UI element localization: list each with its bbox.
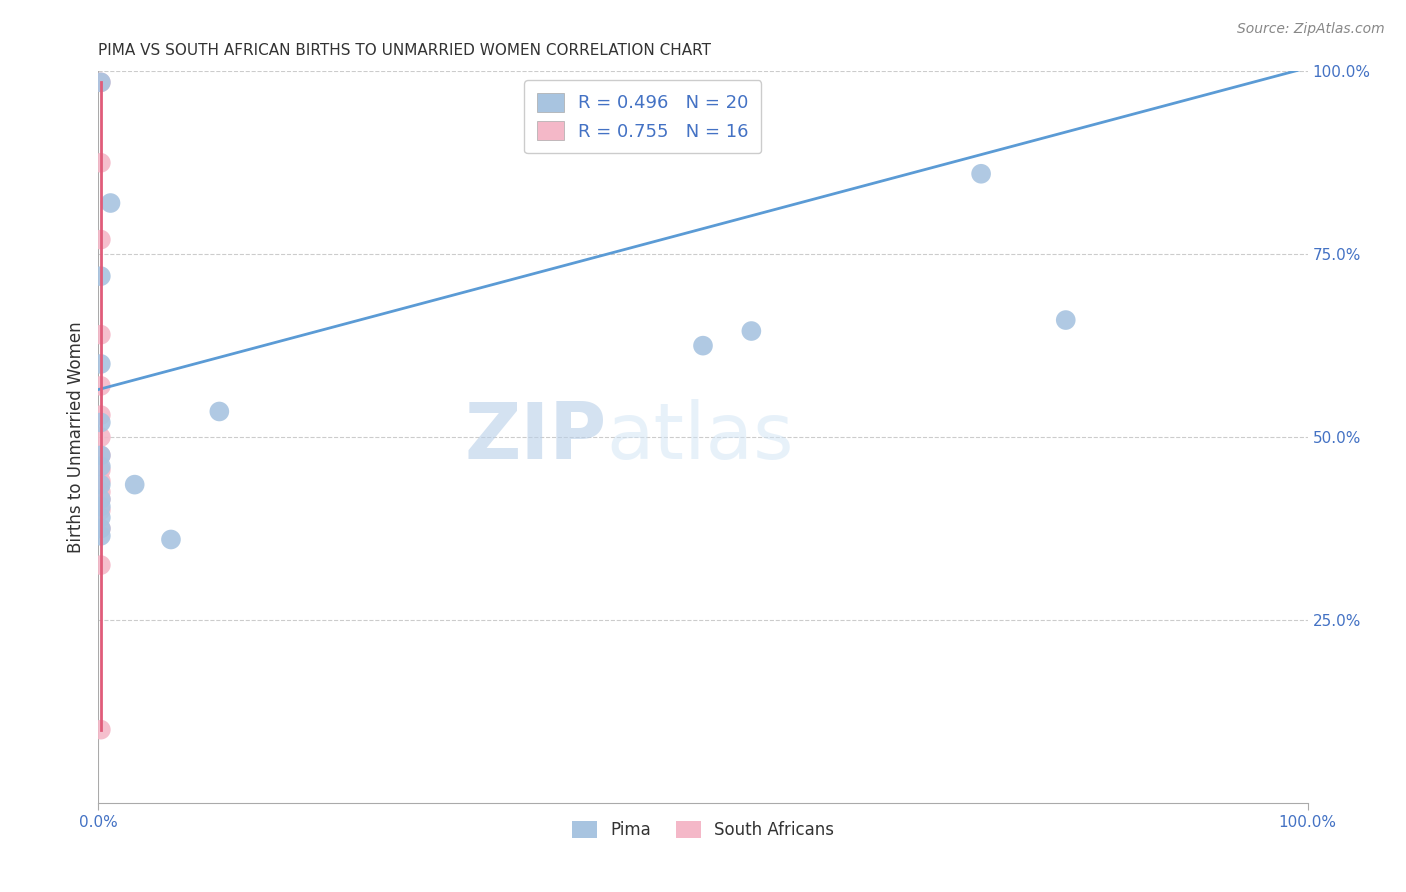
Point	[90, 477, 112, 491]
Point	[1054, 313, 1077, 327]
Point	[90, 463, 112, 477]
Text: atlas: atlas	[606, 399, 794, 475]
Point	[160, 533, 183, 547]
Point	[90, 408, 112, 422]
Point	[90, 500, 112, 514]
Point	[90, 723, 112, 737]
Point	[90, 485, 112, 500]
Text: Source: ZipAtlas.com: Source: ZipAtlas.com	[1237, 22, 1385, 37]
Point	[90, 459, 112, 474]
Point	[90, 521, 112, 535]
Point	[970, 167, 993, 181]
Point	[90, 503, 112, 517]
Text: ZIP: ZIP	[464, 399, 606, 475]
Point	[208, 404, 231, 418]
Point	[90, 448, 112, 462]
Point	[90, 75, 112, 89]
Point	[124, 477, 146, 491]
Point	[90, 430, 112, 444]
Point	[90, 510, 112, 524]
Text: PIMA VS SOUTH AFRICAN BIRTHS TO UNMARRIED WOMEN CORRELATION CHART: PIMA VS SOUTH AFRICAN BIRTHS TO UNMARRIE…	[98, 43, 711, 58]
Point	[90, 416, 112, 430]
Point	[90, 357, 112, 371]
Point	[90, 474, 112, 488]
Point	[100, 196, 122, 211]
Point	[740, 324, 762, 338]
Point	[90, 448, 112, 462]
Point	[90, 156, 112, 170]
Point	[90, 492, 112, 507]
Point	[90, 379, 112, 393]
Point	[90, 75, 112, 89]
Point	[90, 521, 112, 535]
Point	[90, 492, 112, 507]
Point	[90, 558, 112, 573]
Legend: Pima, South Africans: Pima, South Africans	[565, 814, 841, 846]
Point	[90, 529, 112, 543]
Point	[90, 269, 112, 284]
Y-axis label: Births to Unmarried Women: Births to Unmarried Women	[66, 321, 84, 553]
Point	[692, 338, 714, 352]
Point	[90, 327, 112, 342]
Point	[90, 233, 112, 247]
